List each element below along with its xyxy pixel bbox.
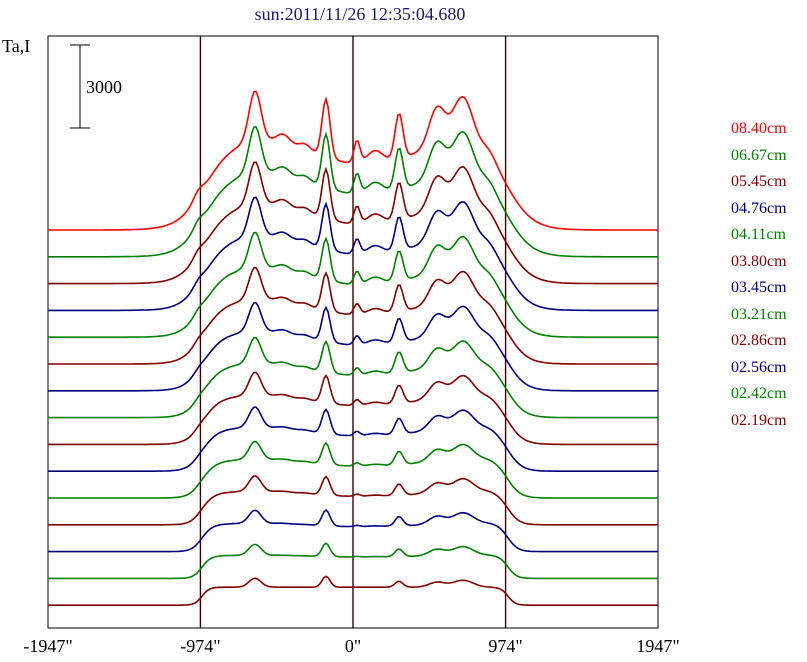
x-tick-label-3: 974" — [488, 636, 523, 656]
scale-bar: 3000 — [70, 44, 122, 129]
legend-entry-8: 02.86cm — [731, 332, 787, 349]
series-line-14 — [48, 575, 658, 606]
legend-entry-11: 02.19cm — [731, 411, 787, 429]
x-tick-label-1: -974" — [180, 636, 221, 656]
legend-entry-5: 03.80cm — [731, 252, 787, 270]
series-line-11 — [48, 475, 658, 526]
legend-entry-4: 04.11cm — [731, 226, 786, 243]
legend-entry-9: 02.56cm — [731, 358, 787, 376]
x-tick-label-0: -1947" — [23, 636, 73, 656]
series-line-3 — [48, 196, 658, 312]
legend-entry-1: 06.67cm — [731, 146, 787, 164]
y-axis-label: Ta,I — [2, 36, 31, 56]
scale-bar-label: 3000 — [86, 77, 122, 97]
series-line-0 — [48, 90, 658, 231]
series-line-2 — [48, 161, 658, 285]
legend-entry-6: 03.45cm — [731, 279, 787, 296]
series-line-7 — [48, 336, 658, 419]
series-line-5 — [48, 266, 658, 365]
legend-entry-0: 08.40cm — [731, 120, 787, 137]
series-line-4 — [48, 231, 658, 338]
x-tick-label-2: 0" — [344, 636, 362, 656]
series-line-13 — [48, 542, 658, 580]
x-tick-label-4: 1947" — [636, 636, 680, 656]
series-line-10 — [48, 440, 658, 499]
series-line-9 — [48, 406, 658, 472]
legend-entry-3: 04.76cm — [731, 199, 787, 217]
legend-entry-7: 03.21cm — [731, 305, 787, 323]
series-line-8 — [48, 371, 658, 446]
series-line-12 — [48, 508, 658, 553]
series-line-1 — [48, 126, 658, 258]
chart-title: sun:2011/11/26 12:35:04.680 — [254, 4, 466, 24]
legend-entry-2: 05.45cm — [731, 173, 787, 190]
legend-entry-10: 02.42cm — [731, 385, 787, 402]
series-line-6 — [48, 302, 658, 392]
